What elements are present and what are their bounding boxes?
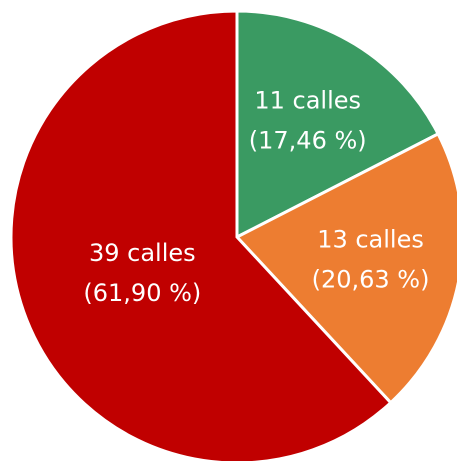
slice-label: 11 calles [254,86,361,114]
pie-slice [235,9,441,240]
pie-slice [9,9,393,461]
slice-percent: (61,90 %) [83,279,201,307]
pie-slice [234,131,457,405]
slice-label: 39 calles [89,239,196,267]
slice-label: 13 calles [317,226,424,254]
slice-percent: (17,46 %) [249,126,367,154]
slice-percent: (20,63 %) [312,266,430,294]
